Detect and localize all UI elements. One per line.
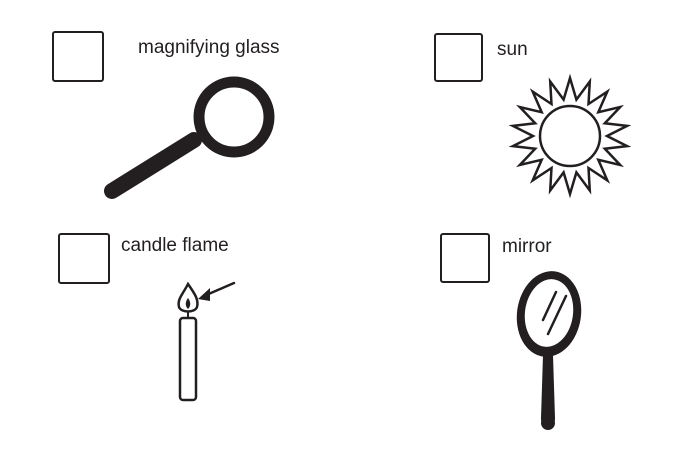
- checkbox-sun[interactable]: [434, 33, 483, 82]
- checkbox-mirror[interactable]: [440, 233, 490, 283]
- label-mirror: mirror: [502, 236, 552, 257]
- checkbox-magnifying-glass[interactable]: [52, 31, 104, 82]
- label-sun: sun: [497, 39, 528, 60]
- label-candle-flame: candle flame: [121, 235, 229, 256]
- checkbox-candle-flame[interactable]: [58, 233, 110, 284]
- label-magnifying-glass: magnifying glass: [138, 37, 280, 58]
